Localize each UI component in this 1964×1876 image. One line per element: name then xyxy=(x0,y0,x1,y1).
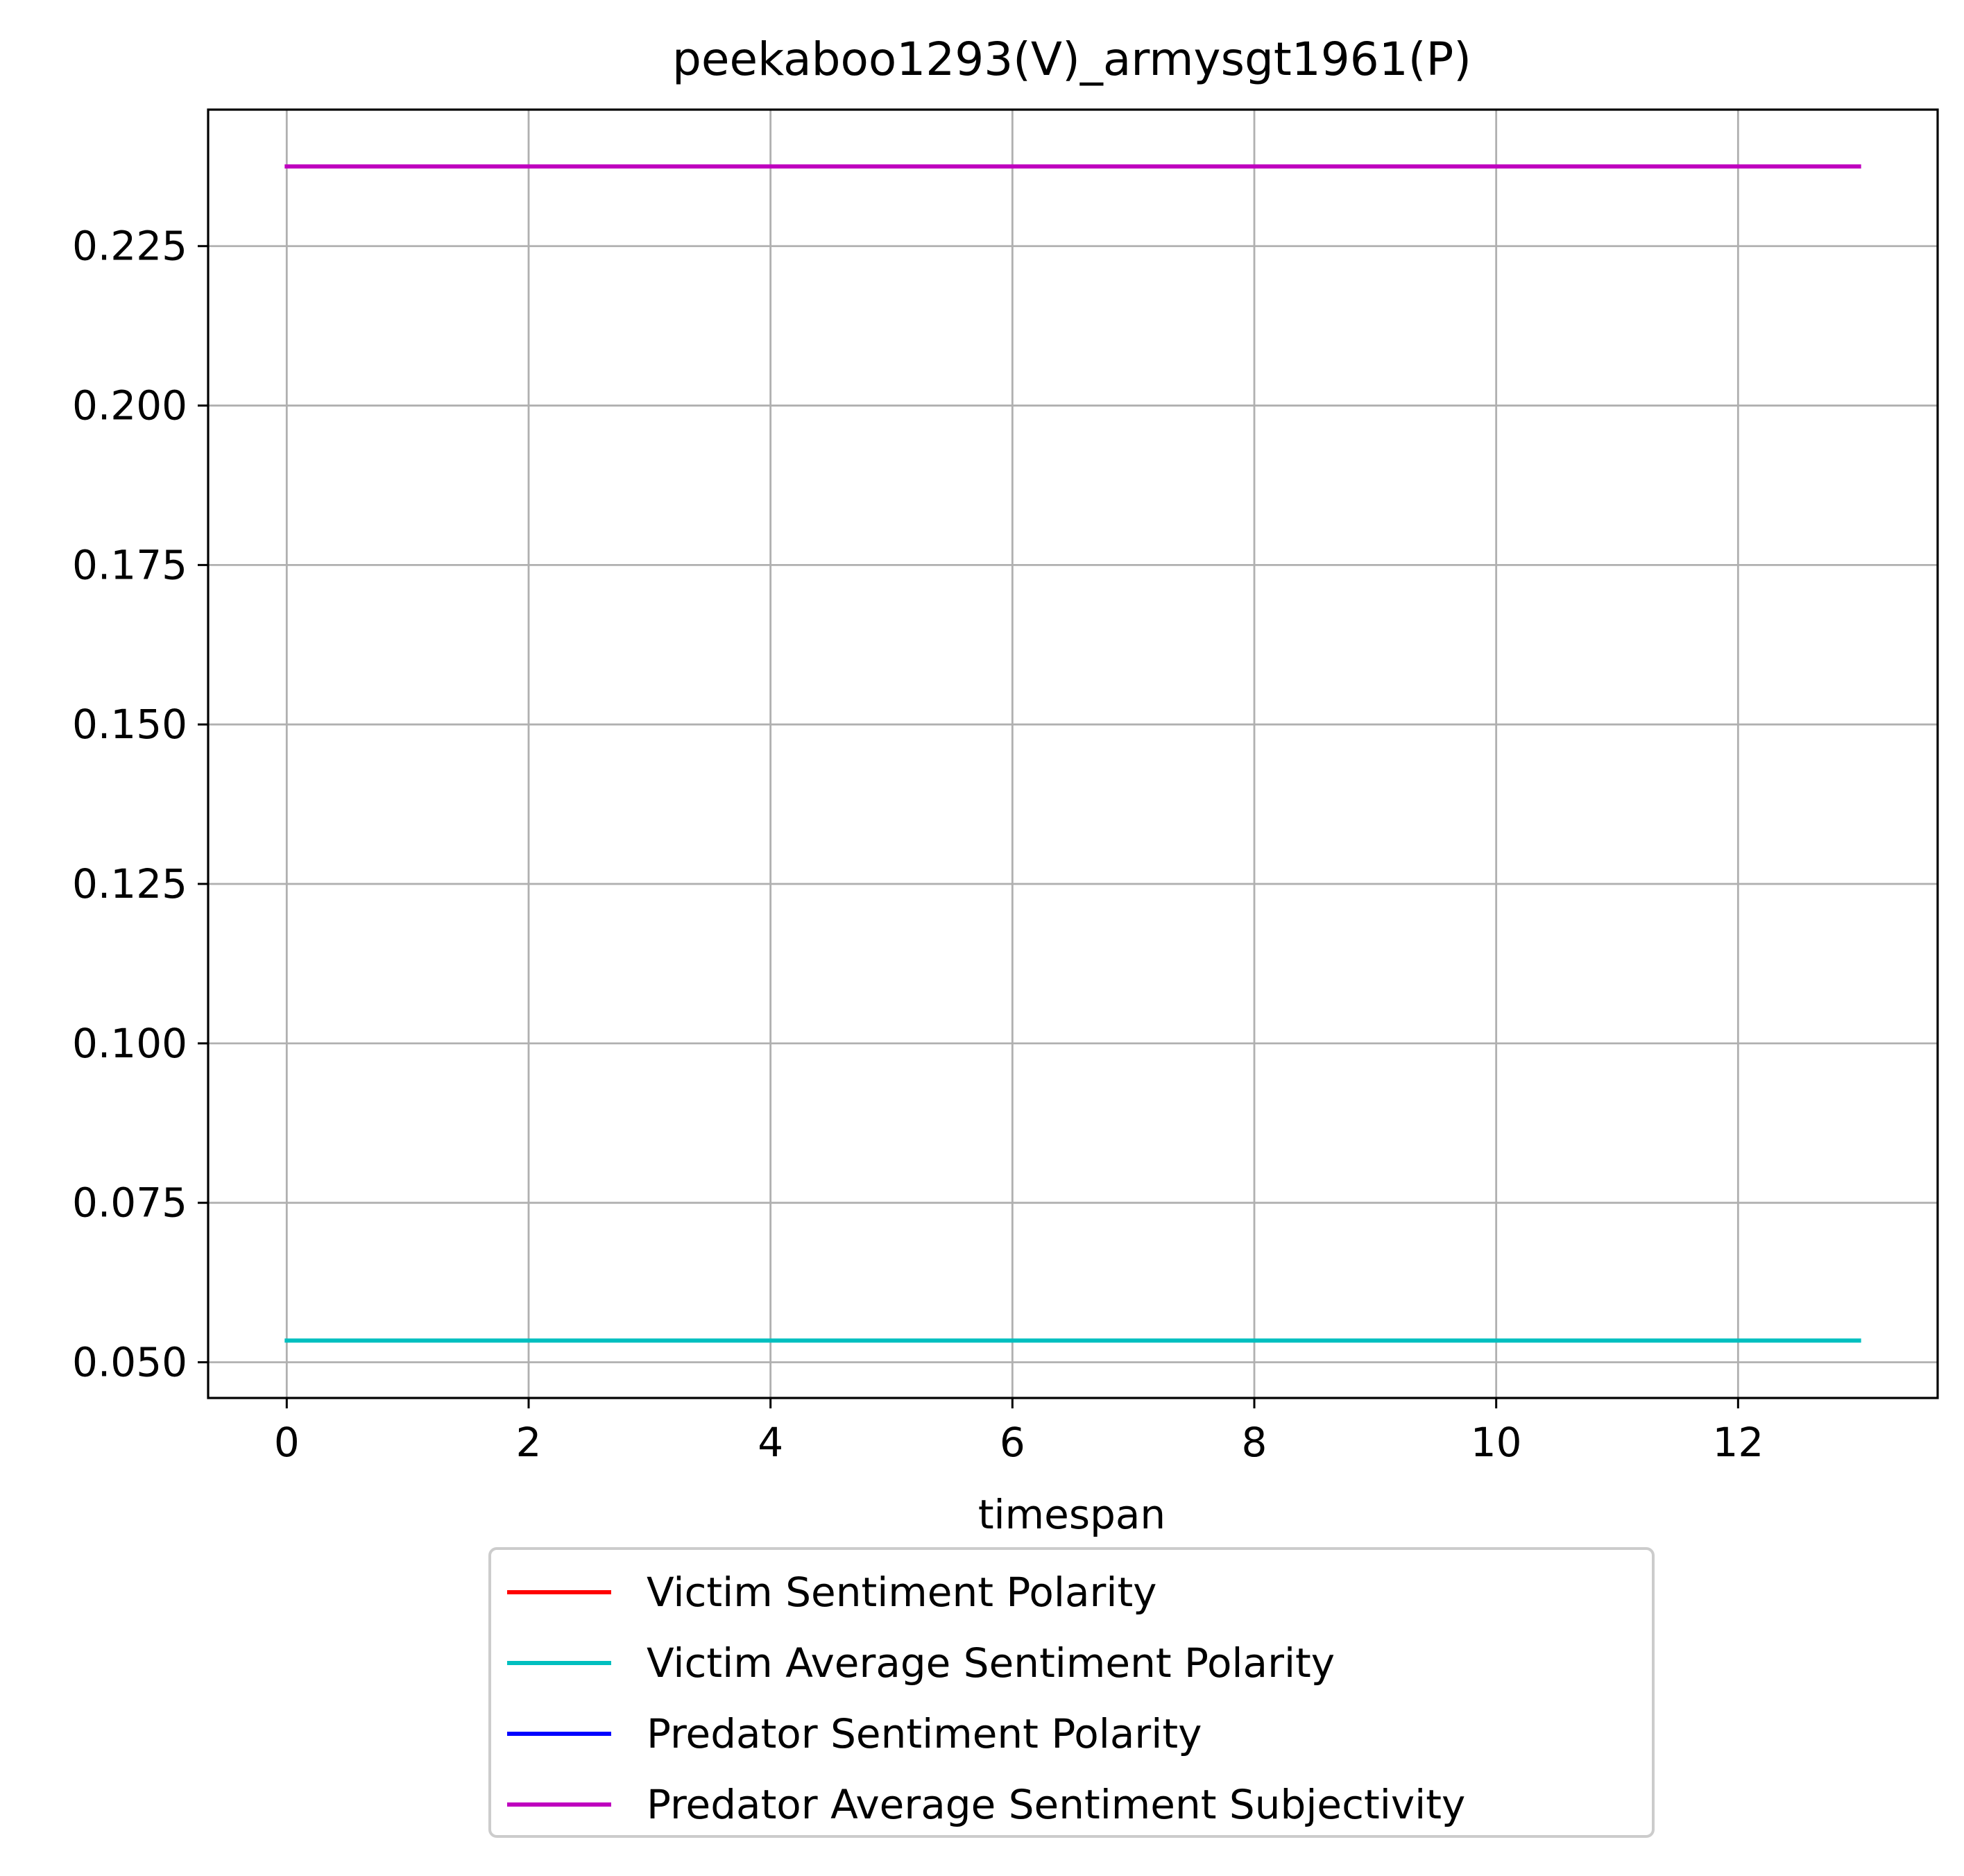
legend-box xyxy=(488,1547,1655,1838)
grid xyxy=(208,110,1938,1398)
x-tick-label: 8 xyxy=(1242,1419,1267,1466)
x-tick-label: 10 xyxy=(1471,1419,1522,1466)
legend-items: Victim Sentiment Polarity Victim Average … xyxy=(507,1569,1465,1828)
series-lines xyxy=(284,164,1861,1343)
x-tick-label: 0 xyxy=(274,1419,300,1466)
x-axis-label: timespan xyxy=(978,1491,1165,1538)
chart-title: peekaboo1293(V)_armysgt1961(P) xyxy=(672,33,1471,86)
y-tick-label: 0.100 xyxy=(72,1020,187,1067)
legend-label: Victim Average Sentiment Polarity xyxy=(647,1639,1335,1687)
y-axis: 0.050 0.075 0.100 0.125 0.150 0.175 0.200 0.225 xyxy=(72,223,208,1386)
y-tick-label: 0.175 xyxy=(72,541,187,588)
x-tick-label: 4 xyxy=(758,1419,783,1466)
legend-label: Predator Average Sentiment Subjectivity xyxy=(647,1781,1465,1828)
x-tick-label: 2 xyxy=(516,1419,542,1466)
x-tick-label: 12 xyxy=(1712,1419,1764,1466)
legend-label: Predator Sentiment Polarity xyxy=(647,1710,1202,1757)
y-tick-label: 0.125 xyxy=(72,860,187,907)
x-axis: 0 2 4 6 8 10 12 xyxy=(274,1398,1764,1466)
y-tick-label: 0.200 xyxy=(72,382,187,429)
y-tick-label: 0.150 xyxy=(72,701,187,748)
x-tick-label: 6 xyxy=(1000,1419,1025,1466)
y-tick-label: 0.225 xyxy=(72,223,187,270)
legend: Victim Sentiment Polarity Victim Average … xyxy=(488,1547,1655,1838)
legend-label: Victim Sentiment Polarity xyxy=(647,1569,1157,1616)
plot-area-frame xyxy=(207,108,1939,1399)
y-tick-label: 0.075 xyxy=(72,1179,187,1227)
y-tick-label: 0.050 xyxy=(72,1339,187,1386)
